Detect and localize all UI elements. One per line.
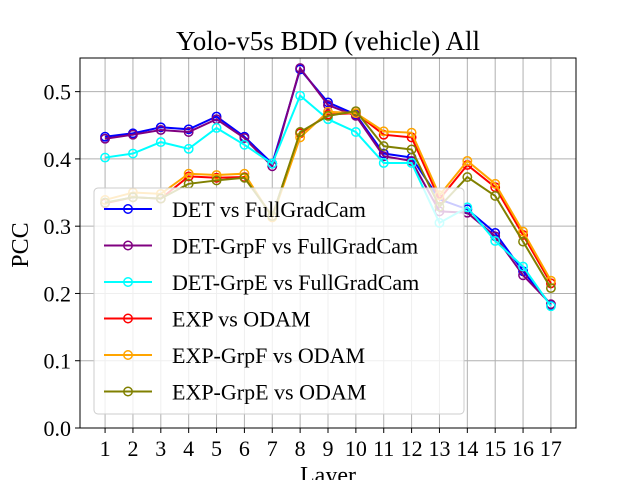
data-point: [406, 144, 417, 155]
data-point: [462, 155, 473, 166]
data-point: [295, 127, 306, 137]
y-tick-label: 0.2: [44, 281, 72, 306]
data-point: [518, 261, 529, 272]
data-point: [127, 129, 138, 140]
data-point: [239, 172, 250, 183]
series-line: [104, 65, 552, 305]
x-tick-label: 10: [345, 436, 367, 461]
x-tick-label: 13: [428, 436, 450, 461]
data-point: [295, 90, 306, 101]
data-point: [323, 110, 333, 121]
legend-label: DET-GrpF vs FullGradCam: [172, 234, 418, 259]
data-point: [378, 126, 389, 137]
legend-entry: EXP-GrpF vs ODAM: [104, 343, 365, 368]
legend-label: DET vs FullGradCam: [172, 197, 366, 222]
x-tick-label: 9: [323, 436, 334, 461]
data-point: [267, 158, 278, 169]
data-point: [239, 139, 250, 150]
legend-marker: [123, 277, 133, 287]
legend-label: DET-GrpE vs FullGradCam: [172, 270, 419, 295]
axes: 1 2 3 4 5 6 7 8 9 10 11 12 13 14 15 16 170.00.10.20.30.4…: [44, 57, 577, 461]
x-tick-label: 1: [100, 436, 111, 461]
legend-box: [93, 187, 465, 415]
data-point: [100, 133, 111, 144]
data-point: [323, 100, 333, 111]
data-point: [462, 172, 473, 183]
data-point: [183, 143, 194, 154]
y-axis-label: PCC: [8, 222, 34, 267]
data-point: [127, 148, 138, 159]
data-point: [406, 157, 417, 168]
data-point: [323, 97, 333, 108]
x-tick-label: 11: [373, 436, 394, 461]
data-point: [155, 125, 166, 135]
y-tick-label: 0.1: [44, 349, 72, 374]
series-line: [104, 112, 552, 284]
legend-marker: [123, 386, 133, 397]
legend-label: EXP-GrpE vs ODAM: [172, 380, 366, 405]
data-point: [239, 133, 250, 144]
chart-title: Yolo-v5s BDD (vehicle) All: [176, 26, 480, 56]
legend-marker: [123, 313, 133, 324]
x-tick-label: 7: [267, 436, 278, 461]
data-point: [211, 111, 222, 122]
data-point: [378, 141, 389, 152]
legend: DET vs FullGradCam DET-GrpF vs FullGradCa…: [93, 187, 465, 415]
data-point: [211, 123, 222, 133]
legend-entry: EXP vs ODAM: [104, 307, 311, 332]
legend-label: EXP vs ODAM: [172, 307, 311, 332]
x-tick-label: 12: [401, 436, 423, 461]
data-point: [490, 236, 501, 246]
x-tick-label: 16: [512, 436, 534, 461]
data-point: [518, 226, 529, 237]
x-tick-label: 2: [127, 436, 138, 461]
x-tick-label: 3: [155, 436, 166, 461]
legend-entry: EXP-GrpE vs ODAM: [104, 380, 366, 405]
data-point: [211, 175, 222, 186]
data-point: [378, 157, 389, 168]
x-tick-label: 8: [295, 436, 306, 461]
data-point: [211, 172, 222, 183]
y-tick-label: 0.5: [44, 80, 72, 105]
legend-entry: DET-GrpF vs FullGradCam: [104, 234, 418, 259]
data-point: [100, 152, 111, 163]
legend-marker: [123, 204, 133, 214]
data-point: [490, 190, 501, 201]
data-point: [490, 178, 501, 189]
data-point: [350, 127, 361, 137]
data-point: [378, 148, 389, 159]
x-tick-label: 17: [540, 436, 562, 461]
legend-label: EXP-GrpF vs ODAM: [172, 343, 365, 368]
data-point: [518, 236, 529, 247]
y-tick-label: 0.4: [44, 147, 72, 172]
data-point: [211, 170, 222, 181]
data-point: [183, 127, 194, 137]
data-point: [378, 151, 389, 162]
y-tick-label: 0.0: [44, 416, 72, 441]
y-tick-label: 0.3: [44, 214, 72, 239]
data-point: [183, 168, 194, 179]
data-point: [406, 127, 417, 138]
data-point: [545, 301, 556, 312]
legend-entry: DET-GrpE vs FullGradCam: [104, 270, 419, 295]
x-tick-label: 15: [484, 436, 506, 461]
x-axis-label: Layer: [300, 463, 356, 480]
data-point: [155, 137, 166, 148]
x-tick-label: 5: [211, 436, 222, 461]
legend-entry: DET vs FullGradCam: [104, 197, 366, 222]
legend-marker: [123, 240, 133, 251]
legend-marker: [123, 350, 133, 360]
x-tick-label: 14: [456, 436, 478, 461]
data-point: [350, 106, 361, 117]
x-tick-label: 6: [239, 436, 250, 461]
data-point: [545, 283, 556, 294]
x-tick-label: 4: [183, 436, 194, 461]
data-point: [155, 122, 166, 133]
data-point: [295, 63, 306, 74]
